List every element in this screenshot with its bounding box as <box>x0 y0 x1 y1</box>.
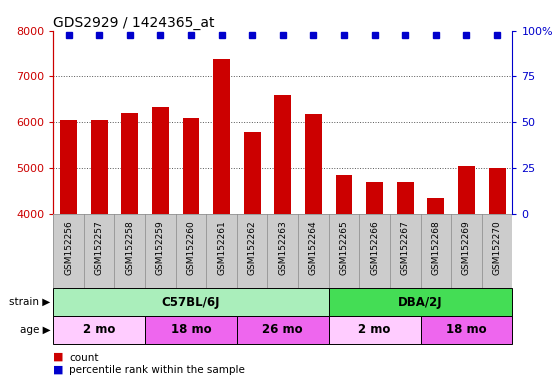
Text: DBA/2J: DBA/2J <box>398 296 443 309</box>
Text: GSM152270: GSM152270 <box>493 220 502 275</box>
Text: GSM152266: GSM152266 <box>370 220 379 275</box>
Bar <box>213 59 230 214</box>
Bar <box>183 118 199 214</box>
Text: C57BL/6J: C57BL/6J <box>162 296 220 309</box>
Bar <box>305 114 322 214</box>
Bar <box>122 113 138 214</box>
Bar <box>91 120 108 214</box>
Text: strain ▶: strain ▶ <box>9 297 50 307</box>
Text: ■: ■ <box>53 352 64 362</box>
Bar <box>329 288 512 316</box>
Bar <box>274 95 291 214</box>
Text: 2 mo: 2 mo <box>83 323 115 336</box>
Bar <box>53 288 329 316</box>
Text: 18 mo: 18 mo <box>171 323 211 336</box>
Text: GSM152258: GSM152258 <box>125 220 134 275</box>
Text: 26 mo: 26 mo <box>263 323 303 336</box>
Text: GSM152267: GSM152267 <box>401 220 410 275</box>
Text: 18 mo: 18 mo <box>446 323 487 336</box>
Text: age ▶: age ▶ <box>20 325 50 335</box>
Text: GSM152262: GSM152262 <box>248 220 256 275</box>
Bar <box>458 166 475 214</box>
Bar <box>489 168 506 214</box>
Text: percentile rank within the sample: percentile rank within the sample <box>69 365 245 375</box>
Bar <box>421 316 512 344</box>
Bar <box>53 316 145 344</box>
Text: GSM152268: GSM152268 <box>431 220 440 275</box>
Bar <box>427 199 444 214</box>
Text: 2 mo: 2 mo <box>358 323 391 336</box>
Bar <box>397 182 414 214</box>
Text: GSM152257: GSM152257 <box>95 220 104 275</box>
Bar <box>152 107 169 214</box>
Bar <box>145 316 237 344</box>
Text: GSM152265: GSM152265 <box>339 220 348 275</box>
Text: GSM152260: GSM152260 <box>186 220 195 275</box>
Bar <box>329 316 421 344</box>
Text: GDS2929 / 1424365_at: GDS2929 / 1424365_at <box>53 16 214 30</box>
Bar <box>60 120 77 214</box>
Text: GSM152261: GSM152261 <box>217 220 226 275</box>
Text: GSM152259: GSM152259 <box>156 220 165 275</box>
Bar <box>335 175 352 214</box>
Text: GSM152256: GSM152256 <box>64 220 73 275</box>
Text: GSM152263: GSM152263 <box>278 220 287 275</box>
Text: count: count <box>69 353 99 363</box>
Text: GSM152264: GSM152264 <box>309 220 318 275</box>
Bar <box>237 316 329 344</box>
Bar <box>366 182 383 214</box>
Text: ■: ■ <box>53 364 64 374</box>
Text: GSM152269: GSM152269 <box>462 220 471 275</box>
Bar <box>244 132 260 214</box>
